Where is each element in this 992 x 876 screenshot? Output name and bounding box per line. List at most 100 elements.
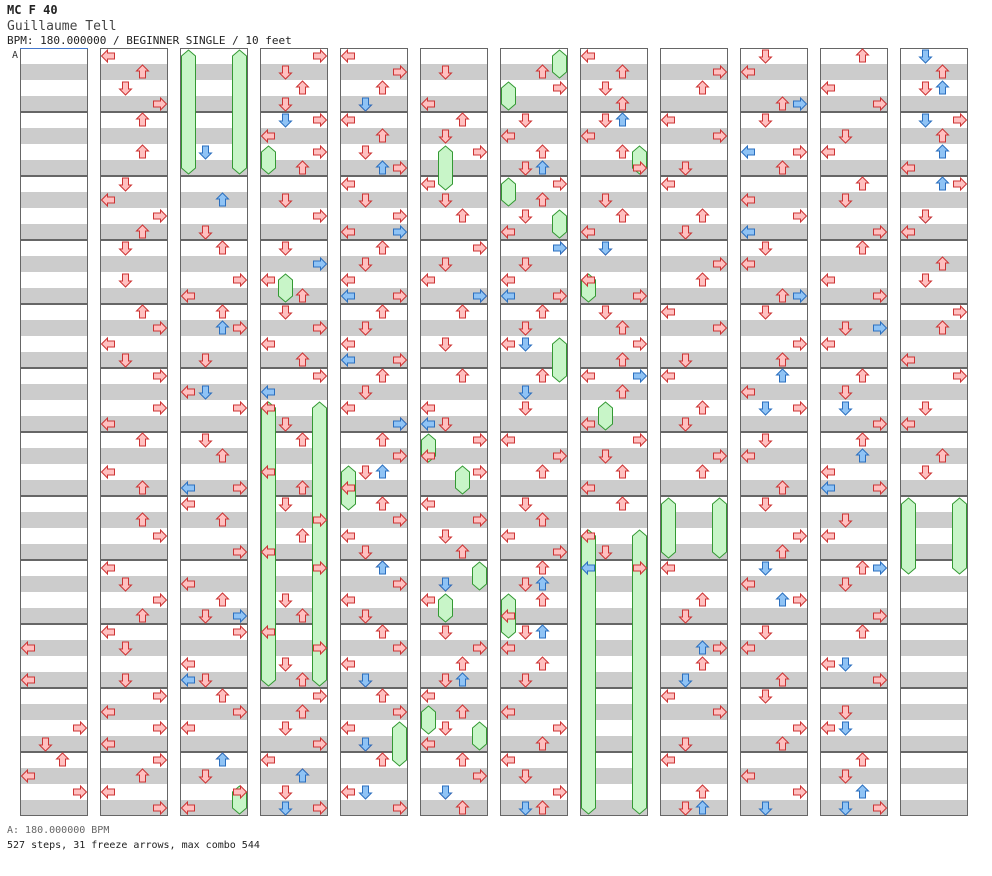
step-arrow-blue-up (855, 448, 870, 463)
step-arrow-down (198, 353, 213, 368)
step-arrow-down (278, 785, 293, 800)
step-arrow-up (135, 64, 150, 79)
freeze-arrow (501, 81, 516, 111)
step-arrow-left (500, 704, 515, 720)
measure-border (660, 176, 728, 240)
step-arrow-blue-down (278, 801, 293, 816)
measure-border (20, 240, 88, 304)
step-arrow-down (118, 641, 133, 656)
measure-border (100, 432, 168, 496)
step-arrow-down (118, 273, 133, 288)
step-arrow-left (100, 336, 115, 352)
step-arrow-left (340, 224, 355, 240)
beat-stripe (660, 448, 728, 464)
freeze-arrow (312, 401, 327, 687)
beat-stripe (340, 544, 408, 560)
step-arrow-blue-up (935, 144, 950, 159)
beat-stripe (900, 800, 968, 816)
beat-stripe (500, 448, 568, 464)
beat-stripe (500, 64, 568, 80)
step-arrow-down (358, 465, 373, 480)
beat-stripe (740, 448, 808, 464)
beat-stripe (340, 320, 408, 336)
beat-stripe (820, 736, 888, 752)
step-arrow-up (775, 736, 790, 751)
step-arrow-blue-right (233, 608, 248, 624)
measure-border (260, 560, 328, 624)
step-arrow-up (215, 592, 230, 607)
step-arrow-up (375, 496, 390, 511)
step-arrow-down (598, 545, 613, 560)
measure-border (420, 112, 488, 176)
beat-stripe (740, 128, 808, 144)
beat-stripe (180, 64, 248, 80)
step-arrow-right (713, 128, 728, 144)
step-arrow-up (775, 480, 790, 495)
beat-stripe (260, 800, 328, 816)
beat-stripe (900, 128, 968, 144)
measure-border (660, 496, 728, 560)
measure-border (740, 112, 808, 176)
beat-stripe (740, 160, 808, 176)
beat-stripe (900, 96, 968, 112)
step-arrow-left (100, 784, 115, 800)
measure-border (580, 624, 648, 688)
step-arrow-left (260, 752, 275, 768)
measure-border (740, 304, 808, 368)
beat-stripe (580, 64, 648, 80)
measure-border (820, 304, 888, 368)
measure-border (340, 560, 408, 624)
beat-stripe (260, 416, 328, 432)
step-arrow-left (260, 272, 275, 288)
beat-stripe (180, 768, 248, 784)
step-arrow-up (455, 208, 470, 223)
beat-stripe (180, 608, 248, 624)
beat-stripe (740, 640, 808, 656)
step-arrow-left (340, 592, 355, 608)
measure-border (660, 432, 728, 496)
freeze-arrow (501, 177, 516, 207)
step-arrow-up (775, 160, 790, 175)
step-arrow-blue-left (180, 672, 195, 688)
beat-stripe (660, 768, 728, 784)
step-arrow-left (100, 192, 115, 208)
bpm-legend: A: 180.000000 BPM (7, 825, 110, 836)
freeze-arrow (712, 497, 727, 559)
step-arrow-left (420, 96, 435, 112)
beat-stripe (900, 224, 968, 240)
step-arrow-right (553, 448, 568, 464)
step-arrow-up (455, 368, 470, 383)
step-arrow-down (918, 465, 933, 480)
measure-border (500, 496, 568, 560)
beat-stripe (580, 576, 648, 592)
freeze-arrow (181, 49, 196, 175)
step-arrow-right (233, 784, 248, 800)
beat-stripe (500, 320, 568, 336)
step-arrow-left (260, 624, 275, 640)
step-arrow-blue-left (820, 480, 835, 496)
beat-stripe (660, 128, 728, 144)
step-arrow-left (420, 448, 435, 464)
step-arrow-blue-up (935, 176, 950, 191)
beat-stripe (420, 96, 488, 112)
step-arrow-right (713, 640, 728, 656)
step-arrow-left (820, 272, 835, 288)
beat-stripe (340, 384, 408, 400)
step-arrow-left (660, 368, 675, 384)
step-arrow-up (215, 448, 230, 463)
measure-border (740, 496, 808, 560)
measure-border (820, 560, 888, 624)
step-arrow-up (855, 624, 870, 639)
beat-stripe (660, 704, 728, 720)
step-arrow-left (580, 528, 595, 544)
step-arrow-left (100, 560, 115, 576)
measure-border (420, 688, 488, 752)
step-arrow-right (793, 784, 808, 800)
beat-stripe (180, 704, 248, 720)
beat-stripe (180, 256, 248, 272)
step-arrow-left (740, 640, 755, 656)
step-arrow-left (740, 192, 755, 208)
beat-stripe (500, 480, 568, 496)
step-arrow-up (215, 240, 230, 255)
beat-stripe (100, 800, 168, 816)
